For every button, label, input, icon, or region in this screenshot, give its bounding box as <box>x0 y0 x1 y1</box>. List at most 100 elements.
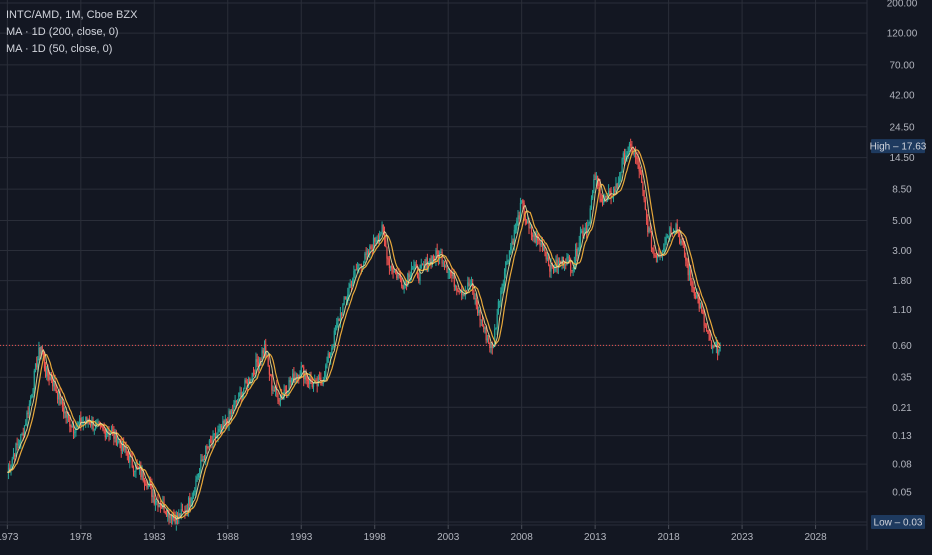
candle-body[interactable] <box>332 345 334 349</box>
candle-body[interactable] <box>20 434 22 444</box>
candle-body[interactable] <box>201 459 203 462</box>
candle-body[interactable] <box>114 431 116 439</box>
candle-body[interactable] <box>136 465 138 467</box>
candle-body[interactable] <box>625 155 627 161</box>
candle-body[interactable] <box>479 309 481 321</box>
candle-body[interactable] <box>281 395 283 397</box>
candle-body[interactable] <box>563 264 566 266</box>
candle-body[interactable] <box>181 509 184 511</box>
candle-body[interactable] <box>548 257 550 265</box>
candle-body[interactable] <box>686 260 688 264</box>
candle-body[interactable] <box>244 380 246 389</box>
candle-body[interactable] <box>705 326 708 332</box>
candle-body[interactable] <box>454 285 457 287</box>
candle-body[interactable] <box>685 256 687 261</box>
candle-body[interactable] <box>634 152 637 158</box>
candle-body[interactable] <box>170 515 173 520</box>
candle-body[interactable] <box>263 344 266 354</box>
candle-body[interactable] <box>364 253 366 262</box>
candle-body[interactable] <box>665 237 667 244</box>
candle-body[interactable] <box>382 224 384 233</box>
candle-body[interactable] <box>322 380 324 385</box>
candle-body[interactable] <box>359 264 361 266</box>
candle-body[interactable] <box>642 182 644 191</box>
candle-body[interactable] <box>476 305 479 313</box>
candle-body[interactable] <box>23 425 26 436</box>
candle-body[interactable] <box>441 251 443 264</box>
candle-body[interactable] <box>42 351 44 357</box>
candle-body[interactable] <box>630 143 632 146</box>
candle-body[interactable] <box>11 458 13 465</box>
candle-body[interactable] <box>81 423 83 426</box>
candle-body[interactable] <box>423 264 425 265</box>
candle-body[interactable] <box>112 430 114 432</box>
candle-body[interactable] <box>52 381 54 387</box>
candle-body[interactable] <box>496 314 498 329</box>
candle-body[interactable] <box>14 454 16 457</box>
ma50-legend[interactable]: MA · 1D (50, close, 0) <box>6 43 113 55</box>
candle-body[interactable] <box>649 228 651 232</box>
candle-body[interactable] <box>307 380 310 385</box>
candle-body[interactable] <box>443 262 446 267</box>
candle-body[interactable] <box>461 291 463 296</box>
candle-body[interactable] <box>109 432 111 435</box>
candle-body[interactable] <box>585 228 588 233</box>
candle-body[interactable] <box>680 240 682 244</box>
candle-body[interactable] <box>15 443 17 457</box>
candle-body[interactable] <box>397 274 399 279</box>
candle-body[interactable] <box>152 495 154 498</box>
candle-body[interactable] <box>255 359 257 375</box>
candle-body[interactable] <box>621 158 623 173</box>
candle-body[interactable] <box>581 230 583 233</box>
candle-body[interactable] <box>534 233 536 243</box>
candle-body[interactable] <box>311 382 313 387</box>
candle-body[interactable] <box>63 407 65 414</box>
candle-body[interactable] <box>416 266 419 278</box>
candle-body[interactable] <box>676 224 678 232</box>
candle-body[interactable] <box>681 240 683 242</box>
candle-body[interactable] <box>312 382 315 387</box>
candle-body[interactable] <box>712 345 714 349</box>
candle-body[interactable] <box>598 182 600 187</box>
candle-body[interactable] <box>354 269 356 271</box>
candle-body[interactable] <box>415 264 417 267</box>
candle-body[interactable] <box>579 232 582 243</box>
candle-body[interactable] <box>21 433 23 435</box>
candle-body[interactable] <box>386 246 388 259</box>
candle-body[interactable] <box>197 473 199 478</box>
candle-body[interactable] <box>380 234 382 236</box>
candle-body[interactable] <box>437 254 439 260</box>
candle-body[interactable] <box>584 228 586 233</box>
candle-body[interactable] <box>502 283 504 287</box>
candle-body[interactable] <box>570 260 572 271</box>
candle-body[interactable] <box>572 270 574 272</box>
plot-area[interactable] <box>0 138 867 531</box>
candle-body[interactable] <box>610 191 612 199</box>
candle-body[interactable] <box>494 329 496 346</box>
candle-body[interactable] <box>512 241 514 245</box>
candle-body[interactable] <box>316 380 318 387</box>
candle-body[interactable] <box>431 256 433 265</box>
candle-body[interactable] <box>341 313 343 316</box>
candle-body[interactable] <box>115 431 117 446</box>
candle-body[interactable] <box>615 183 617 193</box>
candle-body[interactable] <box>710 340 713 349</box>
candle-body[interactable] <box>104 430 106 438</box>
candle-body[interactable] <box>30 397 32 404</box>
candle-body[interactable] <box>659 254 661 256</box>
candle-body[interactable] <box>445 266 447 268</box>
candle-body[interactable] <box>682 241 684 245</box>
candle-body[interactable] <box>413 266 415 269</box>
candle-body[interactable] <box>172 515 174 520</box>
candle-body[interactable] <box>205 445 207 460</box>
candle-body[interactable] <box>693 287 695 296</box>
candle-body[interactable] <box>608 191 610 195</box>
candle-body[interactable] <box>25 423 27 426</box>
candle-body[interactable] <box>517 215 519 222</box>
candle-body[interactable] <box>645 209 648 220</box>
candle-body[interactable] <box>180 509 182 518</box>
candle-body[interactable] <box>639 171 642 174</box>
candle-body[interactable] <box>140 467 142 478</box>
candle-body[interactable] <box>123 441 125 450</box>
candle-body[interactable] <box>26 412 28 424</box>
